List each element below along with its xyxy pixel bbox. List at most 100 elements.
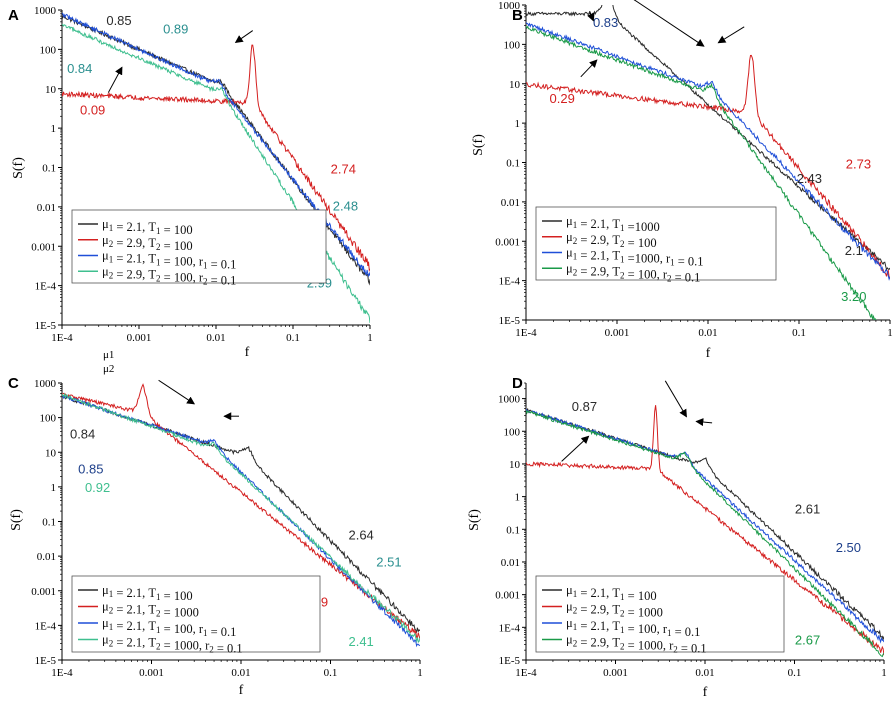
legend-box xyxy=(71,575,321,653)
slope-annotation: 0.87 xyxy=(572,399,597,414)
x-tick-label: 0.01 xyxy=(231,667,250,679)
annotation-arrow xyxy=(717,26,745,44)
y-tick-label: 1E-5 xyxy=(35,320,57,332)
x-axis-label: f xyxy=(706,346,711,361)
x-tick-label: 1E-4 xyxy=(515,327,537,339)
x-tick-label: 0.001 xyxy=(603,667,628,679)
y-tick-label: 1E-5 xyxy=(499,315,521,327)
series-line xyxy=(62,12,370,278)
legend-entry: μ2 = 2.1, T2 = 1000 xyxy=(102,600,199,620)
y-axis-label: S(f) xyxy=(471,134,486,156)
y-tick-label: 1E-4 xyxy=(35,620,57,632)
legend-box xyxy=(535,206,777,281)
y-tick-label: 1000 xyxy=(34,378,57,390)
slope-annotation: 0.92 xyxy=(85,480,110,495)
y-tick-label: 1E-5 xyxy=(499,655,521,667)
y-tick-label: 0.001 xyxy=(495,236,520,248)
y-tick-label: 1 xyxy=(515,492,521,504)
series-line xyxy=(526,22,890,281)
legend-entry: μ2 = 2.9, T2 = 100 xyxy=(102,233,193,253)
y-tick-label: 1 xyxy=(51,123,57,135)
series-line xyxy=(526,408,884,644)
y-tick-label: 100 xyxy=(40,44,57,56)
y-tick-label: 1E-4 xyxy=(499,622,521,634)
legend-entry: μ1 = 2.1, T1 = 100, r1 = 0.1 xyxy=(102,249,236,272)
x-tick-label: 1 xyxy=(881,667,887,679)
y-tick-label: 10 xyxy=(45,447,57,459)
legend-entry: μ2 = 2.9, T2 = 1000 xyxy=(566,600,663,620)
series-line xyxy=(526,409,884,658)
x-tick-label: 0.1 xyxy=(792,327,806,339)
legend-entry: μ1 = 2.1, T1 = 100, r1 = 0.1 xyxy=(102,616,236,639)
y-tick-label: 10 xyxy=(45,84,57,96)
x-tick-label: 0.01 xyxy=(698,327,717,339)
annotation-arrow xyxy=(664,380,687,418)
annotation-arrow xyxy=(587,10,595,22)
slope-annotation: 2.64 xyxy=(348,528,373,543)
y-tick-label: 1E-4 xyxy=(499,276,521,288)
y-tick-label: 100 xyxy=(504,39,521,51)
slope-annotation: 0.83 xyxy=(593,15,618,30)
y-tick-label: 0.01 xyxy=(501,197,520,209)
series-line xyxy=(526,25,878,320)
y-tick-label: 0.001 xyxy=(31,586,56,598)
x-axis-label: f xyxy=(703,685,708,700)
x-tick-label: 0.001 xyxy=(127,332,152,344)
slope-annotation: 2.67 xyxy=(795,632,820,647)
slope-annotation: 2.41 xyxy=(348,634,373,649)
x-tick-label: 0.001 xyxy=(605,327,630,339)
x-tick-label: 0.1 xyxy=(788,667,802,679)
panel-letter: D xyxy=(512,375,523,392)
legend-entry: μ2 = 2.9, T2 = 100, r2 = 0.1 xyxy=(102,264,236,287)
x-tick-label: 1E-4 xyxy=(51,667,73,679)
y-tick-label: 1 xyxy=(515,118,521,130)
slope-annotation: 0.84 xyxy=(67,61,92,76)
annotation-arrow xyxy=(695,418,713,427)
panel-letter: C xyxy=(8,375,19,392)
y-axis-label: S(f) xyxy=(11,157,26,179)
legend-entry: μ1 = 2.1, T1 = 100 xyxy=(102,217,193,237)
legend-entry: μ1 = 2.1, T1 = 100 xyxy=(566,583,657,603)
legend-entry: μ2 = 2.9, T2 = 100, r2 = 0.1 xyxy=(566,261,700,284)
x-axis-label: f xyxy=(245,345,250,360)
series-line xyxy=(62,392,420,644)
y-tick-label: 1000 xyxy=(498,394,521,406)
legend-entry: μ1 = 2.1, T1 = 100 xyxy=(102,583,193,603)
extra-label: μ1 xyxy=(103,349,114,361)
slope-annotation: 2.74 xyxy=(331,162,356,177)
y-axis-label: S(f) xyxy=(9,509,24,531)
x-tick-label: 0.01 xyxy=(206,332,225,344)
y-tick-label: 0.01 xyxy=(37,551,56,563)
slope-annotation: 0.85 xyxy=(106,13,131,28)
slope-annotation: 2.73 xyxy=(846,157,871,172)
y-tick-label: 0.001 xyxy=(495,590,520,602)
slope-annotation: 2.1 xyxy=(845,243,863,258)
slope-annotation: 0.29 xyxy=(550,91,575,106)
y-tick-label: 1E-4 xyxy=(35,281,57,293)
legend-box xyxy=(535,575,785,653)
y-tick-label: 0.1 xyxy=(506,158,520,170)
x-tick-label: 1E-4 xyxy=(51,332,73,344)
panel-letter: A xyxy=(8,7,19,24)
x-axis-label: f xyxy=(239,683,244,698)
y-tick-label: 1000 xyxy=(34,5,57,17)
annotation-arrow xyxy=(107,66,123,93)
annotation-arrow xyxy=(561,435,590,462)
y-tick-label: 1000 xyxy=(498,0,521,12)
legend-entry: μ1 = 2.1, T1 = 100, r1 = 0.1 xyxy=(566,616,700,639)
y-tick-label: 0.001 xyxy=(31,241,56,253)
x-tick-label: 0.001 xyxy=(139,667,164,679)
x-tick-label: 1 xyxy=(887,327,893,339)
y-tick-label: 100 xyxy=(504,426,521,438)
annotation-arrow xyxy=(580,59,598,78)
panel-letter: B xyxy=(512,7,523,24)
y-tick-label: 0.01 xyxy=(37,202,56,214)
legend-entry: μ2 = 2.9, T2 = 1000, r2 = 0.1 xyxy=(566,633,707,656)
